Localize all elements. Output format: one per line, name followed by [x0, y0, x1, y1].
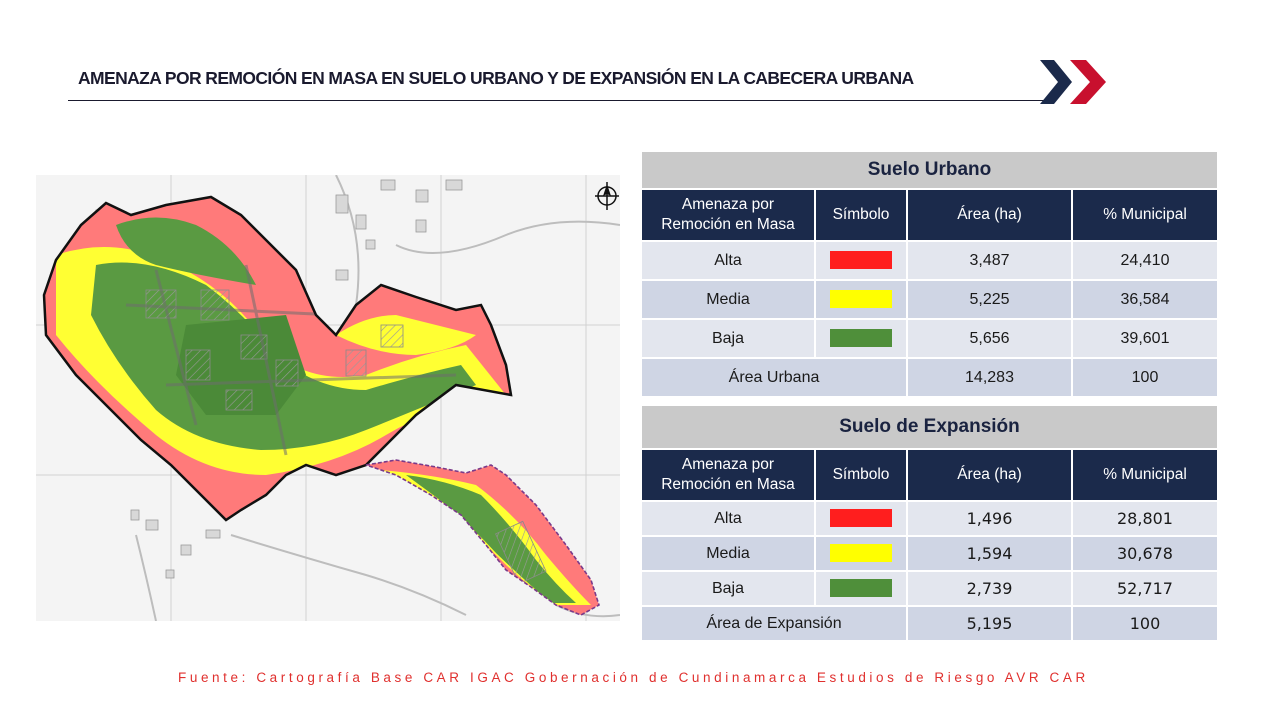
chevron-right-icon: [1040, 60, 1106, 104]
table-row: Baja 5,656 39,601: [642, 320, 1217, 359]
header-pct: % Municipal: [1073, 450, 1217, 502]
area-value: 5,656: [908, 320, 1073, 359]
area-value: 5,225: [908, 281, 1073, 320]
media-swatch: [830, 544, 892, 563]
media-swatch: [830, 290, 892, 309]
symbol-cell: [816, 242, 908, 281]
row-label: Media: [642, 537, 816, 572]
total-area: 14,283: [908, 359, 1073, 398]
expansion-section-title: Suelo de Expansión: [642, 406, 1217, 450]
header-area: Área (ha): [908, 190, 1073, 242]
area-value: 1,496: [908, 502, 1073, 537]
table-row: Área de Expansión 5,195 100: [642, 607, 1217, 642]
symbol-cell: [816, 502, 908, 537]
pct-value: 30,678: [1073, 537, 1217, 572]
row-label: Alta: [642, 502, 816, 537]
table-row: Media 1,594 30,678: [642, 537, 1217, 572]
header-area: Área (ha): [908, 450, 1073, 502]
total-pct: 100: [1073, 607, 1217, 642]
table-row: Media 5,225 36,584: [642, 281, 1217, 320]
urban-soil-table: Suelo Urbano Amenaza por Remoción en Mas…: [642, 152, 1217, 398]
area-value: 3,487: [908, 242, 1073, 281]
header-simbolo: Símbolo: [816, 450, 908, 502]
area-value: 2,739: [908, 572, 1073, 607]
source-caption: Fuente: Cartografía Base CAR IGAC Gobern…: [178, 670, 1089, 685]
total-label: Área Urbana: [642, 359, 908, 398]
header-amenaza: Amenaza por Remoción en Masa: [642, 190, 816, 242]
baja-swatch: [830, 579, 892, 598]
symbol-cell: [816, 572, 908, 607]
table-row: Alta 1,496 28,801: [642, 502, 1217, 537]
row-label: Baja: [642, 320, 816, 359]
pct-value: 52,717: [1073, 572, 1217, 607]
area-value: 1,594: [908, 537, 1073, 572]
total-area: 5,195: [908, 607, 1073, 642]
total-label: Área de Expansión: [642, 607, 908, 642]
header-simbolo: Símbolo: [816, 190, 908, 242]
pct-value: 28,801: [1073, 502, 1217, 537]
pct-value: 24,410: [1073, 242, 1217, 281]
title-underline: [68, 100, 1050, 101]
table-row: Área Urbana 14,283 100: [642, 359, 1217, 398]
header-amenaza: Amenaza por Remoción en Masa: [642, 450, 816, 502]
baja-swatch: [830, 329, 892, 348]
total-pct: 100: [1073, 359, 1217, 398]
pct-value: 39,601: [1073, 320, 1217, 359]
north-arrow-icon: [595, 182, 619, 210]
row-label: Alta: [642, 242, 816, 281]
alta-swatch: [830, 251, 892, 270]
header-pct: % Municipal: [1073, 190, 1217, 242]
symbol-cell: [816, 320, 908, 359]
alta-swatch: [830, 509, 892, 528]
table-row: Baja 2,739 52,717: [642, 572, 1217, 607]
page-title: AMENAZA POR REMOCIÓN EN MASA EN SUELO UR…: [78, 68, 914, 88]
hazard-map: [36, 175, 620, 621]
row-label: Baja: [642, 572, 816, 607]
symbol-cell: [816, 537, 908, 572]
table-row: Alta 3,487 24,410: [642, 242, 1217, 281]
urban-section-title: Suelo Urbano: [642, 152, 1217, 190]
row-label: Media: [642, 281, 816, 320]
pct-value: 36,584: [1073, 281, 1217, 320]
expansion-soil-table: Suelo de Expansión Amenaza por Remoción …: [642, 406, 1217, 642]
symbol-cell: [816, 281, 908, 320]
hazard-map-illustration: [36, 175, 620, 621]
